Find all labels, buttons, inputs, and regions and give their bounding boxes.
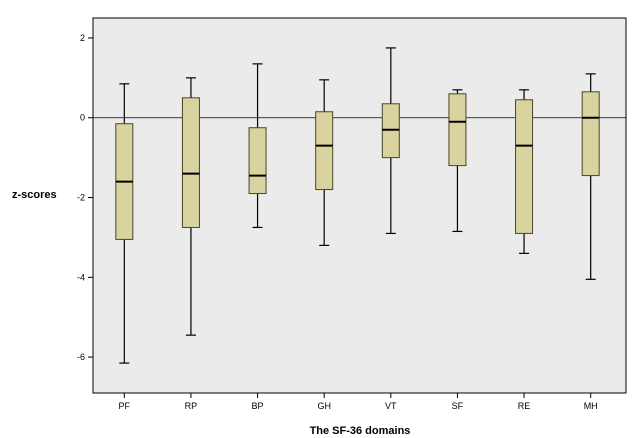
box-rp [181, 77, 200, 336]
x-tick-label: RE [518, 401, 531, 411]
boxes-group [115, 47, 600, 364]
box-bp [248, 63, 267, 229]
x-tick-label: SF [452, 401, 464, 411]
box-vt [381, 47, 400, 235]
y-tick-label: -4 [77, 272, 85, 282]
x-tick-label: VT [385, 401, 397, 411]
y-tick-label: 0 [80, 113, 85, 123]
y-tick-label: 2 [80, 33, 85, 43]
x-tick-label: GH [317, 401, 331, 411]
box-gh [315, 79, 334, 246]
x-axis-title: The SF-36 domains [310, 425, 411, 437]
box-iqr [248, 127, 267, 195]
x-tick-label: MH [584, 401, 598, 411]
box-mh [581, 73, 600, 280]
box-re [515, 89, 534, 254]
x-axis-ticks: PF RP BP GH VT SF RE MH [119, 393, 598, 411]
y-tick-label: -6 [77, 352, 85, 362]
box-iqr [181, 97, 200, 228]
y-tick-label: -2 [77, 193, 85, 203]
box-iqr [515, 99, 534, 234]
box-pf [115, 83, 134, 364]
y-axis-ticks: 2 0 -2 -4 -6 [77, 33, 93, 362]
x-tick-label: PF [119, 401, 131, 411]
box-iqr [581, 91, 600, 177]
box-sf [448, 89, 467, 233]
box-iqr [315, 111, 334, 191]
box-iqr [448, 93, 467, 167]
plot-area [92, 17, 627, 394]
y-axis-title: z-scores [12, 189, 57, 201]
x-tick-label: RP [185, 401, 198, 411]
x-tick-label: BP [252, 401, 264, 411]
